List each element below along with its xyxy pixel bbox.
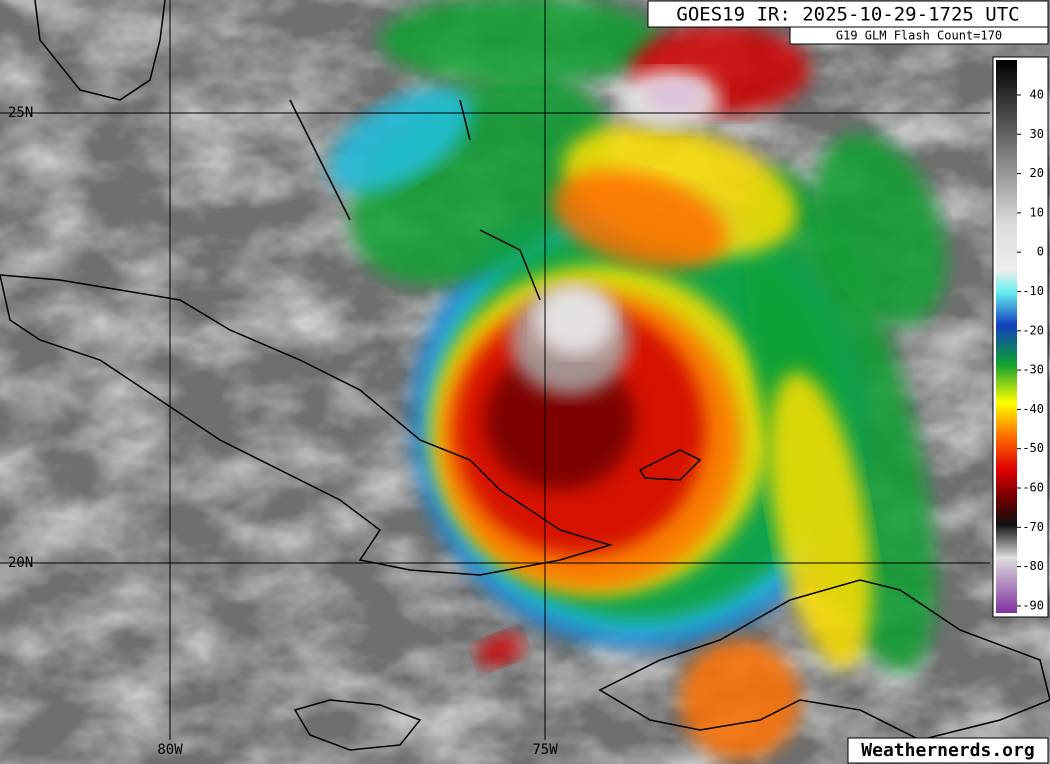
latitude-label: 20N [8,555,33,571]
latitude-label: 25N [8,105,33,121]
longitude-label: 75W [532,742,558,758]
graticule [0,0,990,740]
colorbar-ticks: 40 30 20 10 0 -10 -20 -30 -40 -50 -60 -70 -80 -90 [1017,88,1044,612]
cloud-blob [768,372,872,668]
colorbar [996,60,1017,613]
colorbar-tick-label: -80 [1022,559,1044,573]
colorbar-tick-label: -20 [1022,323,1044,337]
bahamas-coast [289,99,541,301]
island-coast [638,449,702,481]
colorbar-tick-label: -70 [1022,520,1044,534]
colorbar-tick-label: -10 [1022,284,1044,298]
colorbar-tick-label: 10 [1030,205,1044,219]
colorbar-tick-label: 20 [1030,166,1044,180]
colorbar-tick-label: -50 [1022,441,1044,455]
colorbar-tick-label: 0 [1037,245,1044,259]
cloud-blob [327,87,473,193]
cloud-blob [475,633,525,667]
cloud-blob [552,170,728,270]
credit: Weathernerds.org [861,740,1034,761]
hispaniola-coast [598,579,1050,741]
cuba-coast [0,274,613,576]
storm-clouds [327,0,946,760]
subtitle: G19 GLM Flash Count=170 [836,29,1002,43]
colorbar-tick-label: 40 [1030,88,1044,102]
colorbar-tick-label: -60 [1022,481,1044,495]
colorbar-tick-label: 30 [1030,127,1044,141]
cloud-blob [680,640,800,760]
cloud-blob [535,285,615,355]
colorbar-tick-label: -30 [1022,363,1044,377]
cloud-blob [814,133,946,327]
jamaica-coast [293,699,422,751]
title: GOES19 IR: 2025-10-29-1725 UTC [676,4,1019,26]
title-box [647,0,1049,28]
subtitle-box [789,26,1049,45]
cloud-blob [645,80,705,110]
colorbar-tick-label: -90 [1022,598,1044,612]
cloud-blob [744,168,936,672]
florida-coast [34,0,166,101]
credit-box [847,737,1049,764]
longitude-label: 80W [157,742,183,758]
colorbar-tick-label: -40 [1022,402,1044,416]
cloud-blob [380,0,660,85]
